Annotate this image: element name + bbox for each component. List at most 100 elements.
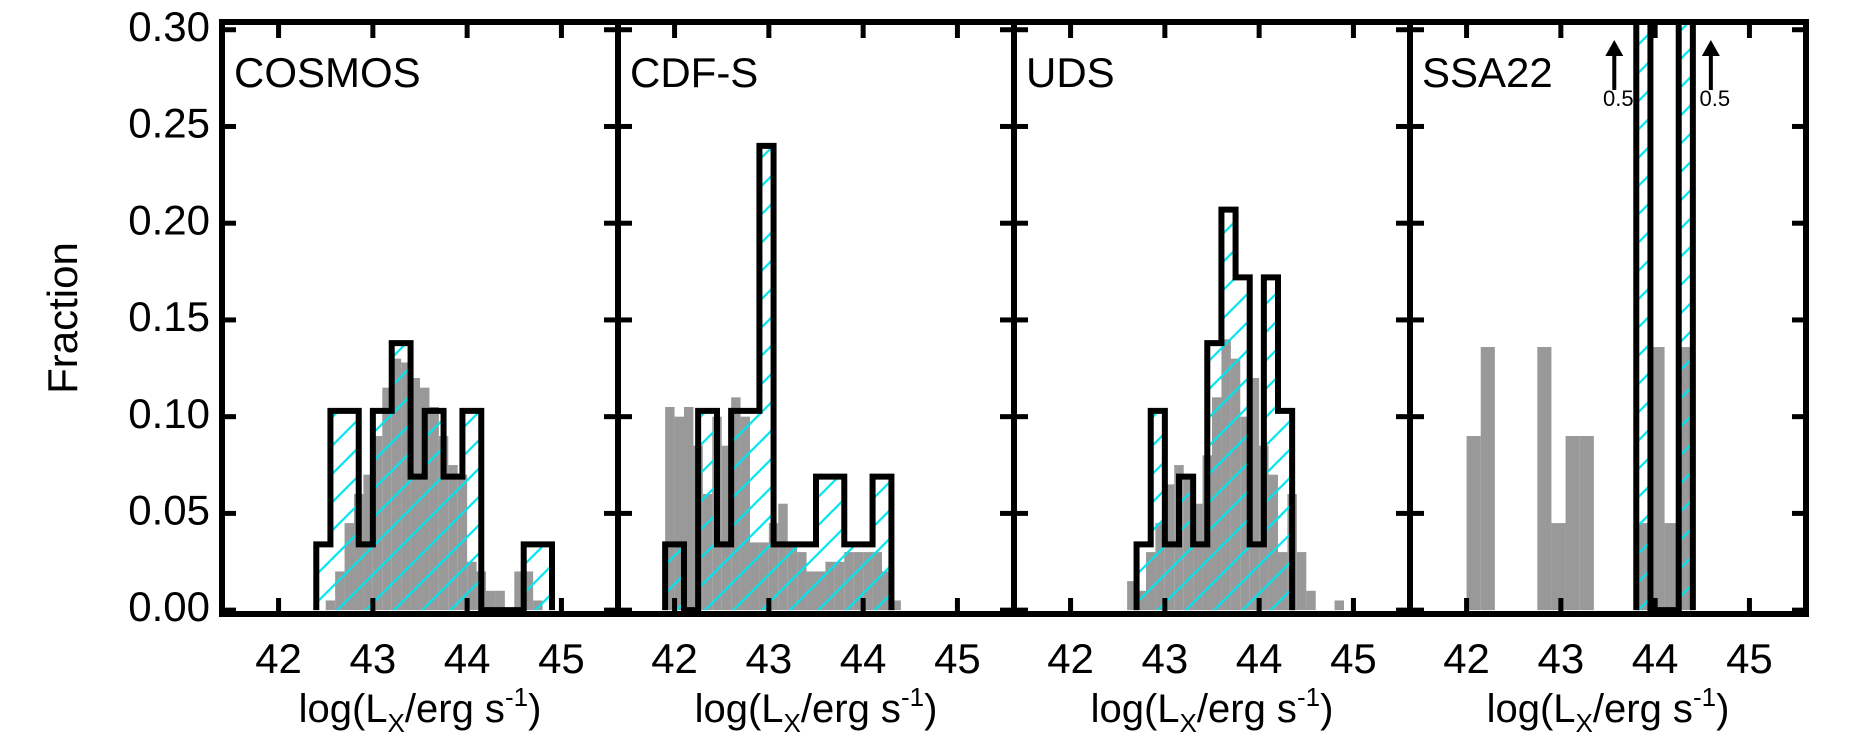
overflow-arrow-head: [1605, 40, 1624, 56]
outline: [1633, 22, 1696, 614]
x-tick-label: 44: [1236, 635, 1283, 682]
y-tick-label: 0.25: [128, 100, 210, 147]
x-tick-label: 44: [444, 635, 491, 682]
x-axis-label-part: ): [1716, 687, 1729, 731]
y-tick-label: 0.15: [128, 293, 210, 340]
bar: [486, 590, 496, 611]
hatched-bar: [523, 544, 552, 611]
hatched-bar: [1278, 410, 1293, 611]
x-axis-label-part: log(L: [695, 687, 784, 731]
hatched-bar: [1235, 277, 1250, 611]
x-tick-label: 45: [1330, 635, 1377, 682]
outline: [662, 142, 895, 614]
bar: [1306, 590, 1316, 611]
x-axis-label-part: X: [1576, 708, 1593, 738]
overflow-arrow-head: [1701, 40, 1720, 56]
x-tick-label: 43: [1537, 635, 1584, 682]
y-tick-label: 0.10: [128, 390, 210, 437]
hatched-bar: [1263, 277, 1278, 611]
x-axis-label-part: /erg s: [1593, 687, 1693, 731]
bar: [1296, 552, 1307, 611]
hatched-bar: [1678, 22, 1693, 611]
plot-area: [1127, 206, 1344, 611]
x-tick-label: 44: [1632, 635, 1679, 682]
bar: [1537, 347, 1552, 611]
hatched-bar: [665, 544, 684, 611]
hatched-bar: [816, 476, 845, 611]
hatched-bar: [872, 476, 892, 611]
x-axis-label-part: -1: [901, 682, 924, 712]
y-tick-label: 0.00: [128, 583, 210, 630]
x-axis-label-part: log(L: [299, 687, 388, 731]
hatched-bar: [1221, 209, 1236, 611]
x-axis-label: log(LX/erg s-1): [695, 682, 938, 738]
y-axis-label: Fraction: [39, 242, 86, 394]
hatched-bar: [1179, 476, 1194, 611]
data-label: 0.5: [1603, 86, 1634, 111]
outline: [313, 340, 555, 614]
x-tick-label: 45: [1726, 635, 1773, 682]
bar: [1334, 600, 1344, 611]
data-label: 0.5: [1700, 86, 1731, 111]
x-axis-label-part: log(L: [1487, 687, 1576, 731]
hatched-bar: [1150, 410, 1165, 611]
hatched-bar: [731, 410, 760, 611]
x-tick-label: 45: [538, 635, 585, 682]
bar: [1551, 523, 1566, 611]
bar: [1579, 436, 1594, 611]
x-axis-label-part: log(L: [1091, 687, 1180, 731]
y-tick-label: 0.20: [128, 196, 210, 243]
x-tick-label: 45: [934, 635, 981, 682]
hatched-bar: [1136, 544, 1151, 611]
hatched-bar: [424, 410, 444, 611]
bar: [1664, 523, 1679, 611]
x-tick-label: 44: [840, 635, 887, 682]
y-tick-label: 0.30: [128, 3, 210, 50]
x-axis-label-part: ): [924, 687, 937, 731]
hatched-bar: [1193, 544, 1208, 611]
x-axis-label-part: X: [1180, 708, 1197, 738]
hatched-bar: [1636, 22, 1651, 611]
panel-title: SSA22: [1422, 49, 1553, 96]
bar: [721, 445, 732, 611]
x-tick-label: 43: [1141, 635, 1188, 682]
bar: [665, 406, 675, 611]
bar: [891, 600, 901, 611]
hatched-bar: [391, 343, 411, 611]
hatched-bar: [316, 544, 331, 611]
bar: [1480, 347, 1495, 611]
hatched-bar: [358, 544, 373, 611]
bar: [1466, 436, 1481, 611]
plot-area: [662, 142, 901, 614]
hatched-bar: [1164, 544, 1179, 611]
hatched-bar: [717, 544, 732, 611]
bar: [514, 571, 524, 611]
x-axis-label: log(LX/erg s-1): [1091, 682, 1334, 738]
bar: [684, 406, 694, 611]
bar: [495, 590, 505, 611]
x-axis-label-part: -1: [1297, 682, 1320, 712]
hatched-bar: [773, 544, 816, 611]
x-axis-label-part: /erg s: [801, 687, 901, 731]
hatched-bar: [1249, 544, 1264, 611]
bar: [1650, 347, 1665, 611]
x-axis-label-part: X: [784, 708, 801, 738]
panel-title: UDS: [1026, 49, 1115, 96]
bar: [1249, 377, 1260, 611]
x-axis-label-part: /erg s: [405, 687, 505, 731]
x-axis-label-part: X: [388, 708, 405, 738]
x-axis-label-part: ): [1320, 687, 1333, 731]
y-tick-label: 0.05: [128, 486, 210, 533]
panel-title: CDF-S: [630, 49, 758, 96]
hatched-bar: [462, 410, 482, 611]
outline: [1133, 206, 1296, 611]
x-axis-label: log(LX/erg s-1): [1487, 682, 1730, 738]
x-tick-label: 42: [651, 635, 698, 682]
x-axis-label: log(LX/erg s-1): [299, 682, 542, 738]
panel-title: COSMOS: [234, 49, 421, 96]
hatched-bar: [372, 410, 392, 611]
x-axis-label-part: -1: [505, 682, 528, 712]
bar: [1127, 581, 1137, 611]
hatched-bar: [844, 544, 873, 611]
